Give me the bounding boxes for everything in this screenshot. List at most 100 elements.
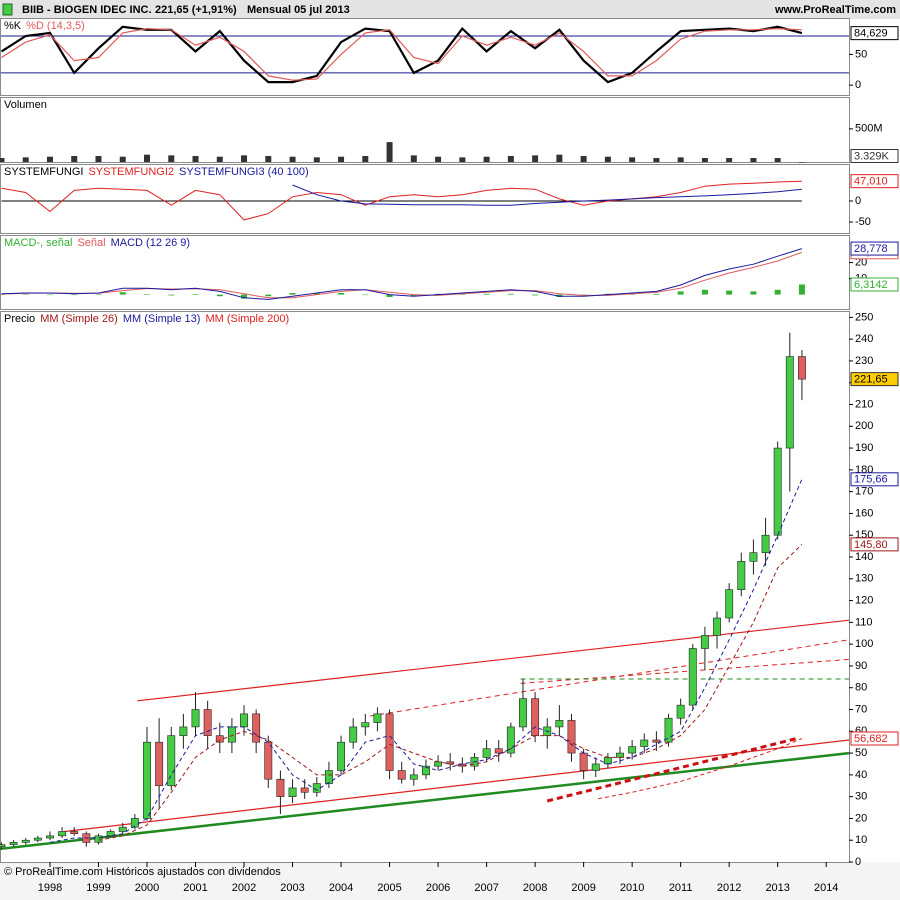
y-tick-label: 0 bbox=[855, 856, 861, 868]
candle-body bbox=[798, 356, 806, 380]
x-tick-label: 2009 bbox=[571, 882, 595, 894]
candle-body bbox=[264, 741, 273, 780]
histogram-bar bbox=[750, 291, 757, 295]
candle-body bbox=[506, 726, 515, 754]
x-tick-label: 2002 bbox=[232, 882, 256, 894]
last-value-label: 84,629 bbox=[854, 28, 888, 40]
y-tick-label: 20 bbox=[855, 257, 867, 269]
volume-bar bbox=[532, 155, 539, 162]
volume-bar bbox=[289, 156, 296, 162]
histogram-bar bbox=[313, 293, 320, 295]
y-tick-label: 90 bbox=[855, 660, 867, 672]
volume-bar bbox=[459, 157, 466, 162]
panel-label: Volumen bbox=[4, 99, 47, 111]
volume-bar bbox=[265, 156, 272, 162]
x-tick-label: 2011 bbox=[669, 882, 693, 894]
legend-entry: Señal bbox=[77, 237, 105, 249]
candle-body bbox=[300, 787, 309, 793]
candle-body bbox=[227, 726, 236, 743]
x-tick-label: 2008 bbox=[523, 882, 547, 894]
histogram-bar bbox=[774, 289, 781, 295]
header-icon bbox=[2, 3, 13, 16]
volume-bar bbox=[701, 158, 708, 162]
series-line bbox=[292, 184, 802, 206]
histogram-bar bbox=[192, 293, 199, 295]
series-line bbox=[0, 25, 803, 84]
y-tick-label: 240 bbox=[855, 333, 873, 345]
y-tick-label: 230 bbox=[855, 355, 873, 367]
trend-line bbox=[64, 739, 850, 833]
histogram-bar bbox=[216, 294, 223, 297]
candle-body bbox=[749, 552, 758, 562]
candle-body bbox=[252, 713, 261, 743]
x-tick-label: 2007 bbox=[474, 882, 498, 894]
legend-entry: MACD-, señal bbox=[4, 237, 72, 249]
candle-body bbox=[409, 774, 418, 780]
series-line bbox=[98, 544, 803, 841]
candle-body bbox=[373, 713, 382, 723]
panel-frame bbox=[0, 311, 850, 863]
histogram-bar bbox=[362, 294, 369, 296]
candle-body bbox=[361, 722, 370, 728]
candle-body bbox=[434, 761, 443, 767]
x-tick-label: 2013 bbox=[765, 882, 789, 894]
volume-bar bbox=[604, 156, 611, 162]
candle-body bbox=[591, 763, 600, 771]
histogram-bar bbox=[483, 293, 490, 295]
candle-body bbox=[385, 713, 394, 771]
candle-body bbox=[312, 783, 321, 793]
x-axis-band bbox=[0, 862, 900, 900]
candle-body bbox=[70, 831, 79, 834]
trend-line bbox=[137, 619, 850, 702]
candle-body bbox=[688, 648, 697, 706]
y-tick-label: 120 bbox=[855, 594, 873, 606]
y-tick-label: 50 bbox=[855, 747, 867, 759]
candle-body bbox=[33, 837, 42, 841]
last-value-box bbox=[850, 149, 899, 163]
candle-body bbox=[640, 739, 649, 747]
x-tick-label: 2010 bbox=[620, 882, 644, 894]
histogram-bar bbox=[653, 293, 660, 295]
legend-entry: MM (Simple 200) bbox=[205, 313, 289, 325]
last-value-box bbox=[850, 731, 899, 746]
y-tick-label: 70 bbox=[855, 703, 867, 715]
volume-bar bbox=[216, 156, 223, 162]
candle-body bbox=[46, 835, 54, 839]
candle-body bbox=[579, 752, 588, 771]
last-value-label: 56,682 bbox=[854, 733, 888, 745]
legend-entry: MACD (12 26 9) bbox=[111, 237, 190, 249]
volume-bar bbox=[774, 158, 781, 162]
legend-entry: %K bbox=[4, 20, 22, 32]
candle-body bbox=[155, 741, 164, 787]
volume-bar bbox=[313, 157, 320, 162]
y-tick-label: 250 bbox=[855, 311, 873, 323]
y-tick-label: 10 bbox=[855, 834, 867, 846]
histogram-bar bbox=[119, 292, 126, 295]
volume-bar bbox=[143, 154, 150, 162]
volume-bar bbox=[410, 155, 417, 162]
x-tick-label: 2006 bbox=[426, 882, 450, 894]
legend-entry: SYSTEMFUNGI bbox=[4, 166, 83, 178]
candle-body bbox=[628, 746, 637, 754]
histogram-bar bbox=[798, 284, 805, 295]
volume-bar bbox=[95, 156, 102, 162]
candle-body bbox=[531, 698, 540, 736]
histogram-bar bbox=[168, 294, 175, 296]
candle-body bbox=[652, 739, 661, 743]
candle-body bbox=[179, 726, 188, 736]
candle-body bbox=[785, 356, 794, 449]
x-tick-label: 1999 bbox=[86, 882, 110, 894]
candle-body bbox=[130, 818, 139, 828]
series-line bbox=[1, 180, 802, 221]
volume-bar bbox=[386, 142, 393, 162]
volume-bar bbox=[71, 156, 78, 162]
y-tick-label: 160 bbox=[855, 507, 873, 519]
x-tick-label: 2000 bbox=[135, 882, 159, 894]
y-tick-label: 30 bbox=[855, 791, 867, 803]
price: 221,65 (+1,91%) bbox=[155, 4, 237, 16]
y-tick-label: 110 bbox=[855, 616, 873, 628]
header-bar bbox=[0, 0, 900, 19]
volume-bar bbox=[726, 158, 733, 162]
x-tick-label: 2005 bbox=[377, 882, 401, 894]
y-tick-label: 210 bbox=[855, 398, 873, 410]
